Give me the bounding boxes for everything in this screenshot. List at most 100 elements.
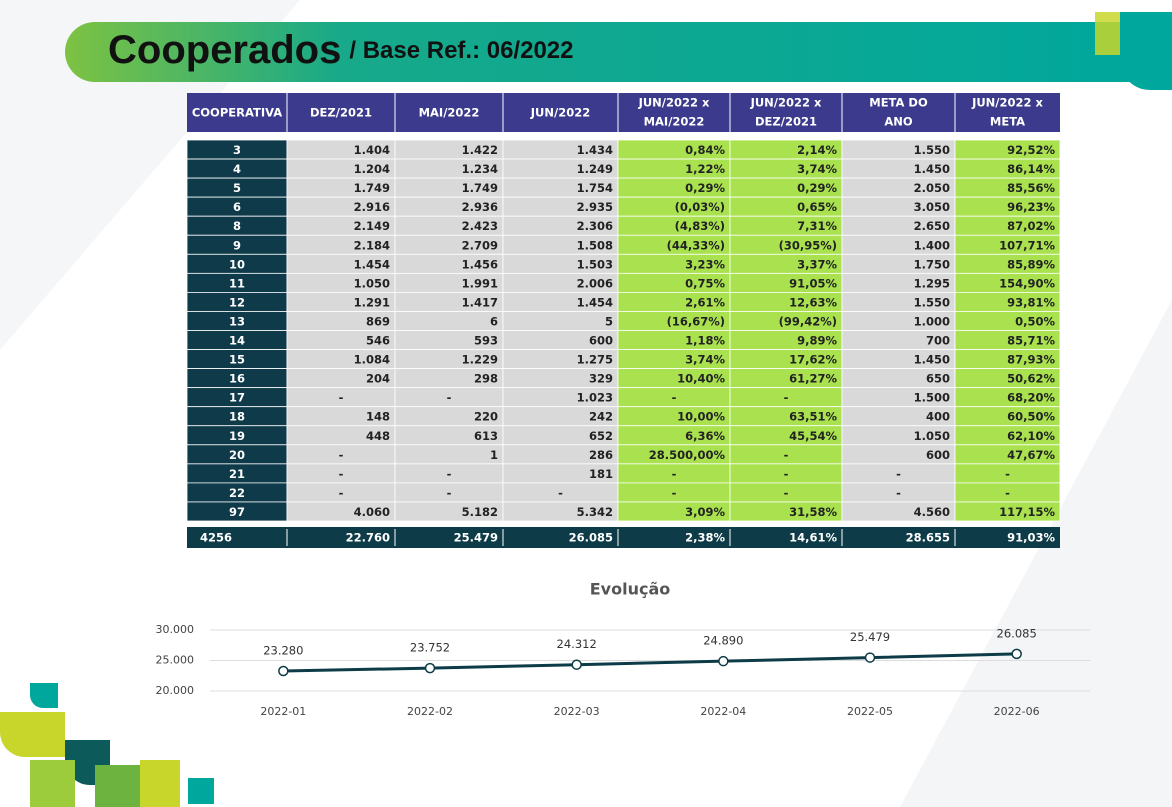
column-header: META xyxy=(990,115,1025,129)
table-cell: 6 xyxy=(490,314,498,328)
table-cell: 0,65% xyxy=(797,200,837,214)
point xyxy=(278,665,289,677)
table-cell: 1.400 xyxy=(914,238,950,252)
y-tick-label: 20.000 xyxy=(156,684,195,697)
table-cell: 154,90% xyxy=(999,276,1055,290)
table-cell: 17,62% xyxy=(789,353,837,367)
table-cell: 92,52% xyxy=(1007,143,1055,157)
table-cell: 17 xyxy=(229,391,245,405)
table-cell: 1.750 xyxy=(914,257,950,271)
table-cell: 2.149 xyxy=(354,219,390,233)
data-label: 23.280 xyxy=(263,643,303,657)
table-cell: 0,50% xyxy=(1015,314,1055,328)
table-cell: 10,40% xyxy=(677,372,725,386)
table-cell: 400 xyxy=(926,410,950,424)
table-cell: 2.935 xyxy=(577,200,613,214)
table-cell: 9 xyxy=(233,238,241,252)
cell-bg xyxy=(954,501,1061,522)
table-cell: - xyxy=(672,486,677,500)
total-cell: 26.085 xyxy=(569,531,613,545)
table-cell: 63,51% xyxy=(789,410,837,424)
table-cell: 593 xyxy=(474,334,498,348)
point xyxy=(1011,648,1022,660)
table-cell: 652 xyxy=(589,429,613,443)
column-header: DEZ/2021 xyxy=(755,115,817,129)
table-cell: 204 xyxy=(366,372,390,386)
table-cell: 47,67% xyxy=(1007,448,1055,462)
table-cell: 6 xyxy=(233,200,241,214)
table-cell: 1.234 xyxy=(462,162,498,176)
title: Cooperados / Base Ref.: 06/2022 xyxy=(108,28,574,72)
table-cell: 85,56% xyxy=(1007,181,1055,195)
table-cell: 2.936 xyxy=(462,200,498,214)
chart-title: Evolução xyxy=(590,580,671,599)
table-cell: 613 xyxy=(474,429,498,443)
table-cell: 1.749 xyxy=(354,181,390,195)
table-cell: - xyxy=(339,486,344,500)
table-cell: 2.650 xyxy=(914,219,950,233)
table-cell: 5.182 xyxy=(462,505,498,519)
y-tick-label: 30.000 xyxy=(156,623,195,636)
table-cell: 0,84% xyxy=(685,143,725,157)
table-cell: 3 xyxy=(233,143,241,157)
table-cell: - xyxy=(896,486,901,500)
data-label: 26.085 xyxy=(997,626,1037,640)
x-tick-label: 2022-03 xyxy=(554,705,600,718)
table-cell: 1.229 xyxy=(462,353,498,367)
table-cell: 7,31% xyxy=(797,219,837,233)
point xyxy=(424,662,436,674)
table-cell: 11 xyxy=(229,276,245,290)
data-label: 25.479 xyxy=(850,630,890,644)
total-cell: 25.479 xyxy=(454,531,498,545)
table-cell: 97 xyxy=(229,505,245,519)
table-cell: 1.050 xyxy=(354,276,390,290)
point xyxy=(718,655,729,667)
x-tick-label: 2022-05 xyxy=(847,705,893,718)
table-cell: 298 xyxy=(474,372,498,386)
table-cell: - xyxy=(784,391,789,405)
table-cell: (16,67%) xyxy=(667,314,725,328)
table-cell: - xyxy=(784,486,789,500)
table-cell: 1.249 xyxy=(577,162,613,176)
total-cell: 22.760 xyxy=(346,531,390,545)
table-cell: 1.454 xyxy=(577,295,613,309)
table-cell: 1.450 xyxy=(914,162,950,176)
deco xyxy=(95,765,140,807)
table-cell: 15 xyxy=(229,353,245,367)
table-cell: 61,27% xyxy=(789,372,837,386)
table-cell: 329 xyxy=(589,372,613,386)
table-cell: 1.404 xyxy=(354,143,390,157)
x-tick-label: 2022-06 xyxy=(994,705,1040,718)
line xyxy=(283,652,1017,673)
table-cell: 3,09% xyxy=(685,505,725,519)
table-cell: (4,83%) xyxy=(675,219,725,233)
table-cell: 600 xyxy=(589,334,613,348)
column-header: JUN/2022 x xyxy=(971,96,1043,110)
table-cell: 0,75% xyxy=(685,276,725,290)
table-cell: 9,89% xyxy=(797,334,837,348)
table-cell: 3,74% xyxy=(797,162,837,176)
table-cell: - xyxy=(1005,467,1010,481)
y-tick-label: 25.000 xyxy=(156,654,195,667)
table-cell: 91,05% xyxy=(789,276,837,290)
table-cell: 1,22% xyxy=(685,162,725,176)
cell-bg xyxy=(394,444,504,465)
table-cell: 2,61% xyxy=(685,295,725,309)
table-cell: 4.560 xyxy=(914,505,950,519)
table-cell: 3,37% xyxy=(797,257,837,271)
table-cell: 68,20% xyxy=(1007,391,1055,405)
table-cell: - xyxy=(896,467,901,481)
table-cell: - xyxy=(447,486,452,500)
table-cell: 0,29% xyxy=(685,181,725,195)
table-cell: 2.184 xyxy=(354,238,390,252)
total-cell: 2,38% xyxy=(685,531,725,545)
table-cell: 1.204 xyxy=(354,162,390,176)
table-cell: 650 xyxy=(926,372,950,386)
table-cell: 448 xyxy=(366,429,390,443)
table-cell: 2.306 xyxy=(577,219,613,233)
table-cell: 8 xyxy=(233,219,241,233)
column-header: MAI/2022 xyxy=(644,115,705,129)
table-cell: 2.916 xyxy=(354,200,390,214)
deco xyxy=(0,712,65,757)
